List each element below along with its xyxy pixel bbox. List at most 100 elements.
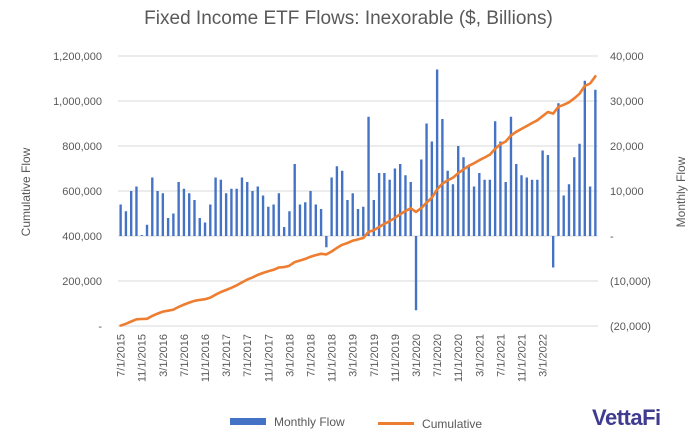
monthly-flow-bar xyxy=(219,179,223,236)
monthly-flow-bar xyxy=(346,200,349,236)
right-tick-label: 20,000 xyxy=(610,141,644,153)
monthly-flow-bar xyxy=(325,236,328,248)
x-axis-ticks: 7/1/2015 11/1/2015 3/1/2016 7/1/2016 11/1/20… xyxy=(116,334,550,382)
monthly-flow-bar xyxy=(567,184,571,236)
left-tick-label: 200,000 xyxy=(62,276,102,288)
monthly-flow-bar xyxy=(578,143,581,236)
monthly-flow-bar xyxy=(309,191,312,236)
monthly-flow-bar xyxy=(140,235,143,236)
monthly-flow-bar xyxy=(362,206,365,236)
monthly-flow-bar xyxy=(282,227,286,236)
right-tick-label: - xyxy=(610,231,614,243)
monthly-flow-bar xyxy=(214,177,217,236)
legend-label-cumulative: Cumulative xyxy=(422,416,483,431)
monthly-flow-bar xyxy=(388,179,391,236)
left-tick-label: 400,000 xyxy=(62,231,102,243)
x-tick-label: 7/1/2015 xyxy=(116,334,128,377)
monthly-flow-bar xyxy=(530,179,534,236)
monthly-flow-bar xyxy=(293,164,296,236)
monthly-flow-bar xyxy=(483,179,486,236)
x-tick-label: 3/1/2020 xyxy=(411,334,423,377)
monthly-flow-bar xyxy=(541,150,544,236)
monthly-flow-bar xyxy=(573,157,576,236)
legend-swatch-bar xyxy=(230,418,266,425)
left-axis-ticks: - 200,000 400,000 600,000 800,000 1,000,000 1,… xyxy=(53,51,102,333)
monthly-flow-bar xyxy=(340,170,344,236)
monthly-flow-bar xyxy=(124,211,128,236)
monthly-flow-bar xyxy=(467,166,470,236)
monthly-flow-bar xyxy=(520,175,523,236)
monthly-flow-bar xyxy=(383,173,386,236)
right-axis-ticks: (20,000) (10,000) - 10,000 20,000 30,000 40,00… xyxy=(610,51,651,333)
left-tick-label: 600,000 xyxy=(62,186,102,198)
monthly-flow-bar xyxy=(224,193,228,236)
monthly-flow-bar xyxy=(256,186,259,236)
monthly-flow-bar xyxy=(288,211,291,236)
monthly-flow-bar xyxy=(499,141,502,236)
monthly-flow-bar xyxy=(414,236,418,311)
right-tick-label: 10,000 xyxy=(610,186,644,198)
monthly-flow-bar xyxy=(314,204,317,236)
monthly-flow-bar xyxy=(209,204,212,236)
x-tick-label: 7/1/2021 xyxy=(495,334,507,377)
monthly-flow-bar xyxy=(135,186,138,236)
monthly-flow-bar xyxy=(161,193,165,236)
monthly-flow-bar xyxy=(562,195,565,236)
monthly-flow-bar xyxy=(493,121,497,236)
monthly-flow-bar xyxy=(551,236,555,268)
x-tick-label: 11/1/2016 xyxy=(200,334,212,382)
right-tick-label: (10,000) xyxy=(610,276,651,288)
x-tick-label: 3/1/2017 xyxy=(221,334,233,377)
right-tick-label: 30,000 xyxy=(610,96,644,108)
monthly-flow-bar xyxy=(588,186,592,236)
monthly-flow-bar xyxy=(594,89,597,236)
monthly-flow-bar xyxy=(404,175,407,236)
monthly-flow-bar xyxy=(151,177,154,236)
monthly-flow-bar xyxy=(246,182,249,236)
vettafi-logo: VettaFi xyxy=(592,405,661,430)
x-tick-label: 7/1/2018 xyxy=(306,334,318,377)
monthly-flow-bar xyxy=(478,173,481,236)
monthly-flow-bar xyxy=(536,179,539,236)
monthly-flow-bar xyxy=(330,177,333,236)
monthly-flow-bar xyxy=(145,224,149,236)
x-tick-label: 7/1/2019 xyxy=(369,334,381,377)
monthly-flow-bar xyxy=(304,202,307,236)
x-tick-label: 3/1/2016 xyxy=(158,334,170,377)
x-tick-label: 3/1/2021 xyxy=(474,334,486,377)
monthly-flow-bar xyxy=(372,200,376,236)
monthly-flow-bar xyxy=(230,188,233,236)
x-tick-label: 11/1/2020 xyxy=(453,334,465,382)
monthly-flow-bar xyxy=(399,164,402,236)
monthly-flow-bar xyxy=(261,195,265,236)
left-axis-title: Cumulative Flow xyxy=(19,147,33,236)
monthly-flow-bar xyxy=(203,222,207,236)
monthly-flow-bar xyxy=(272,204,275,236)
x-tick-label: 11/1/2015 xyxy=(137,334,149,382)
monthly-flow-bar xyxy=(351,193,354,236)
monthly-flow-bar xyxy=(240,177,244,236)
monthly-flow-bar xyxy=(267,206,270,236)
monthly-flow-bars xyxy=(119,69,597,311)
x-tick-label: 7/1/2020 xyxy=(432,334,444,377)
x-tick-label: 3/1/2022 xyxy=(538,334,550,377)
x-tick-label: 11/1/2021 xyxy=(517,334,529,382)
legend-item-cumulative: Cumulative xyxy=(378,417,482,431)
monthly-flow-bar xyxy=(488,179,492,236)
monthly-flow-bar xyxy=(441,119,444,236)
monthly-flow-bar xyxy=(446,170,449,236)
monthly-flow-bar xyxy=(525,177,528,236)
x-tick-label: 7/1/2016 xyxy=(179,334,191,377)
monthly-flow-bar xyxy=(172,213,175,236)
monthly-flow-bar xyxy=(583,80,586,236)
monthly-flow-bar xyxy=(319,209,323,236)
monthly-flow-bar xyxy=(277,193,281,236)
monthly-flow-bar xyxy=(472,186,476,236)
monthly-flow-bar xyxy=(367,116,370,236)
legend-label-monthly-flow: Monthly Flow xyxy=(274,414,345,429)
cumulative-line-layer xyxy=(119,75,597,327)
monthly-flow-bar xyxy=(425,123,428,236)
monthly-flow-bar xyxy=(166,218,170,236)
x-tick-label: 11/1/2017 xyxy=(263,334,275,382)
